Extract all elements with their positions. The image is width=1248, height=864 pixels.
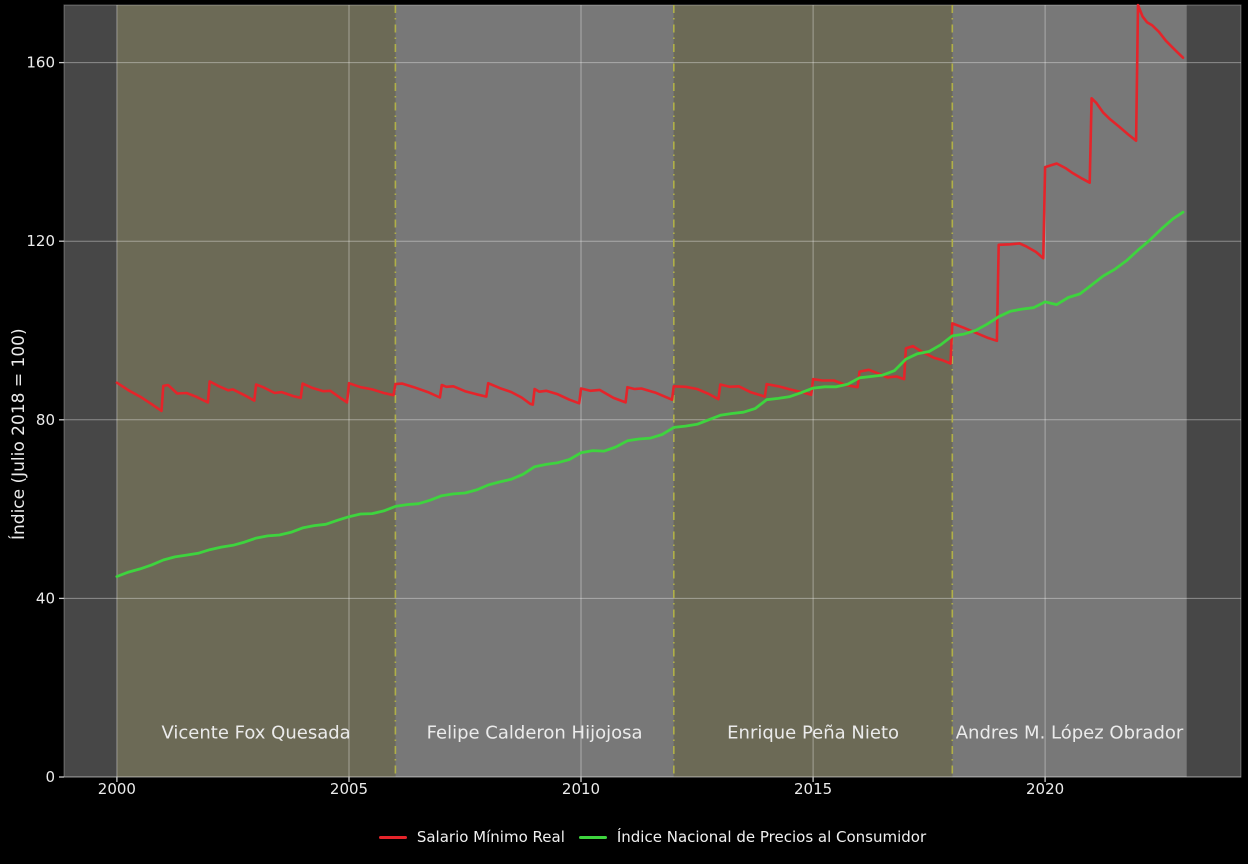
president-label-felipe-calderon-hijojosa: Felipe Calderon Hijojosa (427, 722, 643, 743)
legend-item-salario-minimo: Salario Mínimo Real (378, 828, 565, 846)
y-tick-label-160: 160 (26, 54, 55, 72)
y-axis-label: Índice (Julio 2018 = 100) (9, 328, 29, 540)
y-tick-label-40: 40 (36, 589, 55, 607)
x-tick-label-2010: 2010 (562, 780, 600, 798)
series-line-indice-nacional-de-precios-al-consumidor (115, 210, 1185, 578)
legend: Salario Mínimo Real Índice Nacional de P… (64, 828, 1241, 846)
series-line-salario-minimo-real (115, 3, 1185, 413)
legend-label-salario-minimo: Salario Mínimo Real (416, 828, 565, 846)
band-andres-m-lopez-obrador (952, 5, 1187, 777)
x-tick-label-2000: 2000 (98, 780, 136, 798)
y-tick-label-0: 0 (45, 768, 55, 786)
plot-frame (63, 4, 1242, 778)
president-label-enrique-pena-nieto: Enrique Peña Nieto (727, 722, 899, 743)
legend-label-inpc: Índice Nacional de Precios al Consumidor (616, 828, 927, 846)
president-label-vicente-fox-quesada: Vicente Fox Quesada (161, 722, 350, 743)
legend-dash-salario-minimo (378, 835, 407, 839)
y-tick-label-120: 120 (26, 232, 55, 250)
legend-dash-inpc (578, 835, 607, 839)
x-tick-label-2020: 2020 (1026, 780, 1064, 798)
legend-item-inpc: Índice Nacional de Precios al Consumidor (578, 828, 927, 846)
x-tick-label-2015: 2015 (794, 780, 832, 798)
y-tick-label-80: 80 (36, 411, 55, 429)
x-tick-label-2005: 2005 (330, 780, 368, 798)
president-label-andres-m-lopez-obrador: Andres M. López Obrador (956, 722, 1184, 743)
